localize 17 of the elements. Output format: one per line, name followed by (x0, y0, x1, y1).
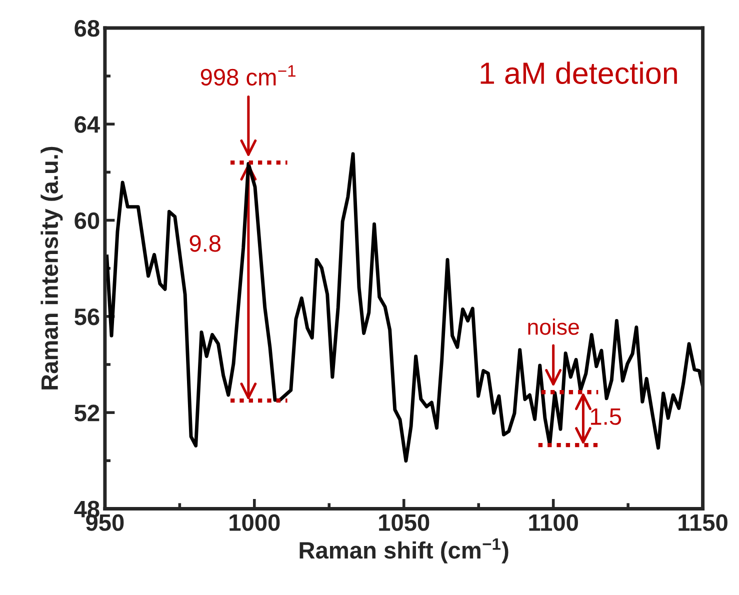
y-tick-label: 68 (74, 20, 100, 37)
x-tick-label: 1100 (529, 514, 578, 531)
y-tick-label: 64 (74, 116, 100, 133)
annotation: 1.5 (591, 408, 622, 425)
x-tick-label: 1150 (678, 514, 728, 531)
x-axis-title: Raman shift (cm$^{−1}$) (300, 538, 508, 564)
annotation: 1 aM detection (480, 62, 677, 84)
y-tick-label: 60 (74, 212, 100, 230)
y-tick-label: 52 (74, 404, 100, 422)
annotation: noise (528, 318, 579, 335)
annotation: 9.8 (190, 235, 220, 252)
x-tick-label: 1000 (230, 514, 280, 531)
y-axis-title: Raman intensity (a.u.) (40, 146, 63, 390)
line-series (104, 152, 703, 463)
x-tick-label: 1050 (379, 514, 430, 531)
annotation: 998 cm$^{−1}$ (200, 65, 296, 86)
y-tick-label: 56 (74, 308, 100, 326)
